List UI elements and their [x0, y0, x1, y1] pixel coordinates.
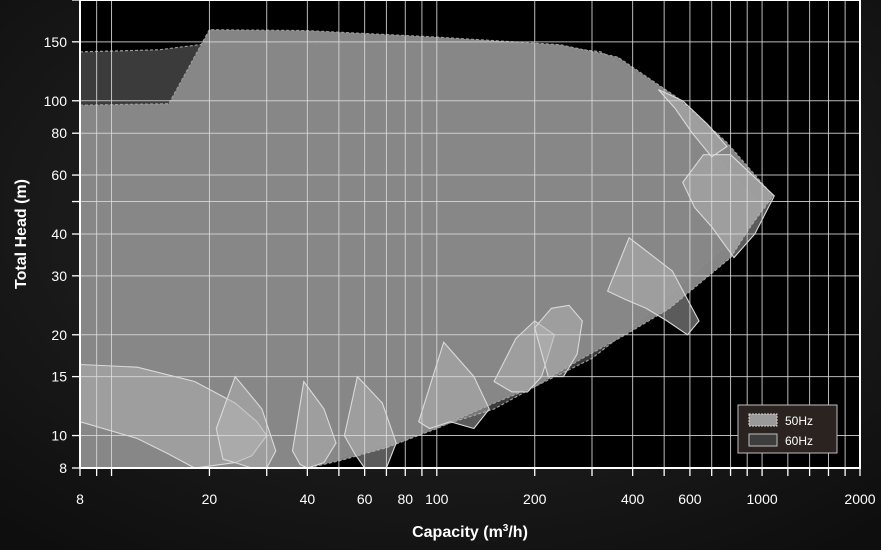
y-tick-label: 80	[51, 125, 67, 141]
x-tick-label: 40	[300, 491, 316, 507]
y-tick-label: 20	[51, 327, 67, 343]
legend: 50Hz 60Hz	[737, 404, 838, 454]
y-tick-label: 8	[59, 460, 67, 476]
subregion-10	[657, 89, 728, 158]
legend-label-60hz: 60Hz	[785, 434, 813, 448]
subregion-4	[343, 375, 397, 469]
overlay-layer	[79, 89, 775, 469]
x-tick-label: 2000	[844, 491, 875, 507]
x-tick-label: 20	[202, 491, 218, 507]
y-tick-label: 10	[51, 428, 67, 444]
x-axis-title: Capacity (m3/h)	[412, 523, 528, 541]
legend-label-50hz: 50Hz	[785, 414, 813, 428]
y-axis-ticks: 8 10 15 20 30 40 60 80 100 150	[44, 0, 80, 476]
x-tick-label: 8	[76, 491, 84, 507]
x-tick-label: 600	[678, 491, 702, 507]
x-tick-label: 60	[357, 491, 373, 507]
x-tick-label: 400	[621, 491, 645, 507]
y-tick-label: 100	[44, 93, 68, 109]
legend-swatch-60hz	[748, 433, 778, 447]
y-axis-title: Total Head (m)	[13, 179, 30, 289]
legend-swatch-50hz	[748, 413, 778, 427]
x-tick-label: 100	[425, 491, 449, 507]
x-tick-label: 80	[397, 491, 413, 507]
grid-layer	[79, 0, 861, 469]
x-axis-ticks: 8 20 40 60 80 100 200 400 600 1000 2000	[76, 468, 876, 507]
y-tick-label: 30	[51, 268, 67, 284]
y-tick-label: 15	[51, 369, 67, 385]
x-tick-label: 1000	[747, 491, 778, 507]
x-tick-label: 200	[523, 491, 547, 507]
y-tick-label: 40	[51, 226, 67, 242]
y-tick-label: 60	[51, 167, 67, 183]
y-tick-label: 150	[44, 34, 68, 50]
